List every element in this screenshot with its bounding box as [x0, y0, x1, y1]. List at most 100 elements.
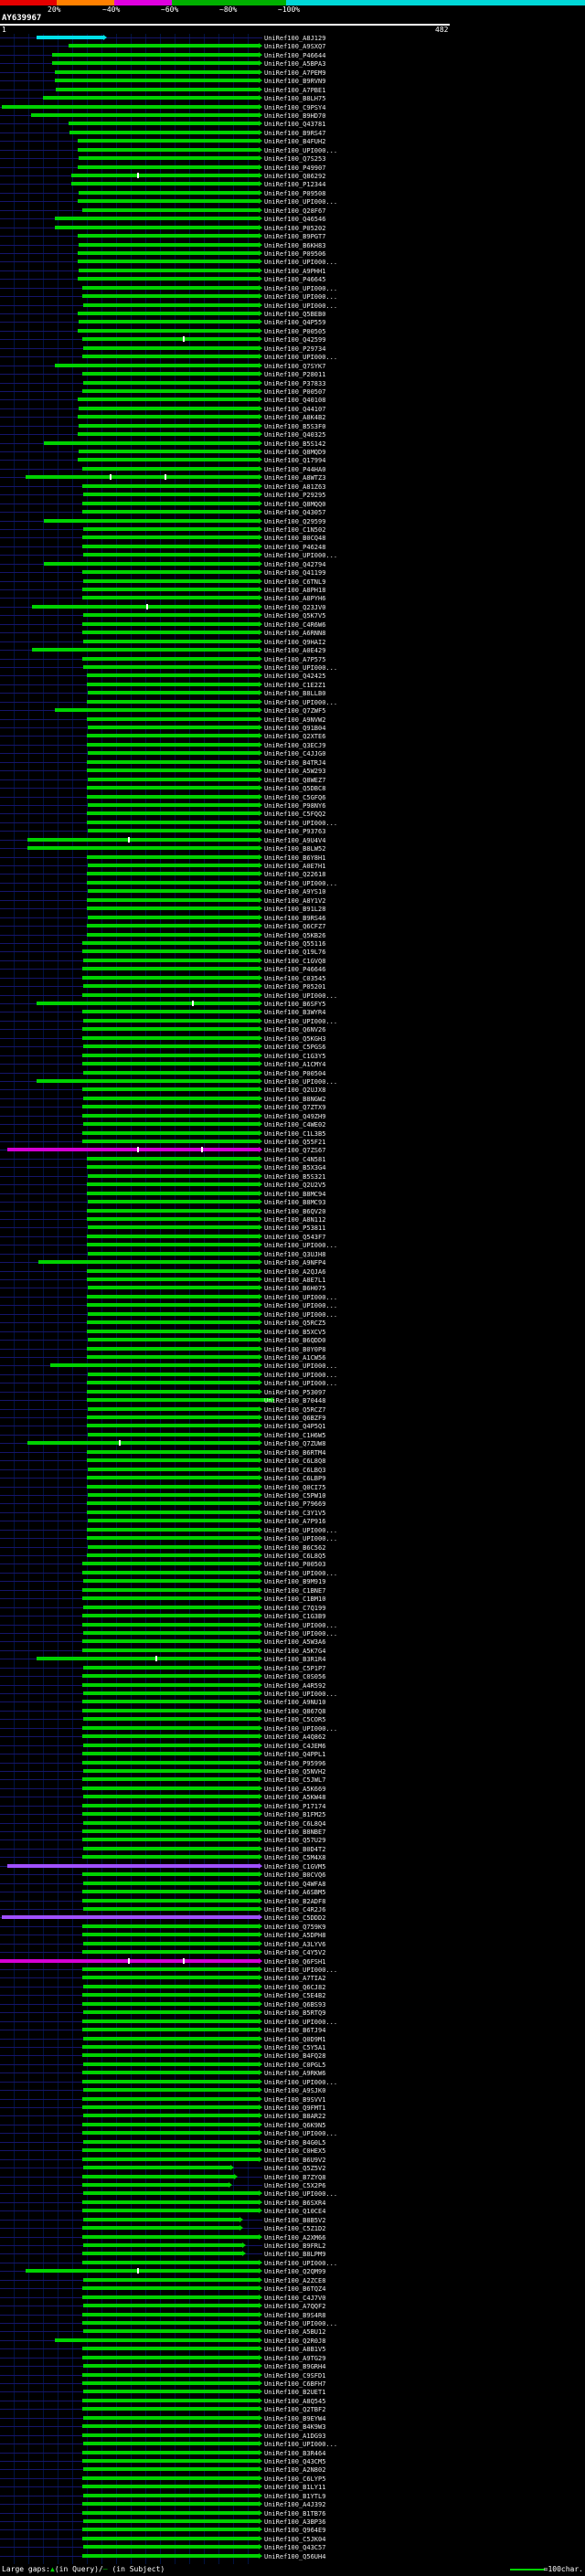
hit-label[interactable]: UniRef100_Q43057 — [264, 509, 326, 517]
hit-label[interactable]: UniRef100_C0PGL5 — [264, 2061, 326, 2069]
alignment-bar[interactable] — [87, 872, 259, 876]
hit-label[interactable]: UniRef100_C5DDD2 — [264, 1914, 326, 1923]
hit-label[interactable]: UniRef100_B6TQZ4 — [264, 2285, 326, 2294]
hit-label[interactable]: UniRef100_UPI000... — [264, 1017, 338, 1025]
alignment-bar[interactable] — [78, 139, 259, 143]
alignment-bar[interactable] — [87, 1234, 259, 1238]
hit-label[interactable]: UniRef100_A4J392 — [264, 2501, 326, 2509]
alignment-bar[interactable] — [82, 588, 259, 591]
hit-label[interactable]: UniRef100_Q964E9 — [264, 2527, 326, 2535]
alignment-bar[interactable] — [78, 328, 259, 333]
hit-label[interactable]: UniRef100_UPI000... — [264, 1569, 338, 1577]
hit-label[interactable]: UniRef100_Q29599 — [264, 517, 326, 525]
hit-label[interactable]: UniRef100_C1L3B5 — [264, 1129, 326, 1138]
hit-label[interactable]: UniRef100_Q2U2V5 — [264, 1182, 326, 1190]
alignment-bar[interactable] — [83, 2036, 259, 2041]
alignment-bar[interactable] — [87, 1501, 259, 1506]
alignment-bar[interactable] — [82, 2019, 259, 2023]
alignment-bar[interactable] — [82, 1062, 259, 1066]
alignment-bar[interactable] — [87, 1484, 259, 1489]
hit-label[interactable]: UniRef100_C1E2Z1 — [264, 681, 326, 689]
hit-label[interactable]: UniRef100_A7P916 — [264, 1518, 326, 1526]
alignment-bar[interactable] — [87, 699, 259, 704]
hit-label[interactable]: UniRef100_C0S056 — [264, 1673, 326, 1681]
alignment-bar[interactable] — [78, 398, 259, 402]
alignment-bar[interactable] — [82, 1105, 259, 1109]
hit-label[interactable]: UniRef100_B7ZYQ8 — [264, 2173, 326, 2181]
hit-label[interactable]: UniRef100_Q6BZF9 — [264, 1415, 326, 1422]
alignment-bar[interactable] — [82, 596, 259, 600]
alignment-bar[interactable] — [82, 967, 259, 971]
alignment-bar[interactable] — [83, 2243, 242, 2247]
alignment-bar[interactable] — [87, 742, 259, 747]
hit-label[interactable]: UniRef100_Q91B04 — [264, 725, 326, 732]
alignment-bar[interactable] — [82, 2028, 259, 2032]
hit-label[interactable]: UniRef100_Q8WEZ7 — [264, 776, 326, 784]
alignment-bar[interactable] — [82, 975, 259, 980]
alignment-bar[interactable] — [83, 2166, 230, 2170]
alignment-bar[interactable] — [7, 1863, 259, 1868]
alignment-bar[interactable] — [82, 570, 259, 575]
alignment-bar[interactable] — [69, 130, 259, 134]
alignment-bar[interactable] — [32, 604, 259, 609]
hit-label[interactable]: UniRef100_B9GRH4 — [264, 2363, 326, 2371]
hit-label[interactable]: UniRef100_P49907 — [264, 164, 326, 172]
hit-label[interactable]: UniRef100_A5W293 — [264, 768, 326, 776]
hit-label[interactable]: UniRef100_C9PSY4 — [264, 103, 326, 111]
alignment-bar[interactable] — [55, 69, 259, 74]
hit-label[interactable]: UniRef100_C1BNE7 — [264, 1586, 326, 1595]
alignment-bar[interactable] — [43, 96, 259, 101]
alignment-bar[interactable] — [83, 2010, 259, 2015]
hit-label[interactable]: UniRef100_B9HD70 — [264, 111, 326, 120]
hit-label[interactable]: UniRef100_B0CQ48 — [264, 535, 326, 543]
hit-label[interactable]: UniRef100_B8NGW2 — [264, 1095, 326, 1103]
alignment-bar[interactable] — [83, 984, 259, 989]
alignment-bar[interactable] — [87, 1294, 259, 1299]
alignment-bar[interactable] — [82, 1700, 259, 1704]
alignment-bar[interactable] — [88, 1467, 259, 1471]
alignment-bar[interactable] — [82, 2001, 259, 2006]
hit-label[interactable]: UniRef100_A2N802 — [264, 2466, 326, 2475]
alignment-bar[interactable] — [82, 1812, 259, 1817]
hit-label[interactable]: UniRef100_Q6CJ82 — [264, 1983, 326, 1991]
alignment-bar[interactable] — [83, 1605, 259, 1609]
hit-label[interactable]: UniRef100_C4JJG0 — [264, 750, 326, 758]
hit-label[interactable]: UniRef100_UPI000... — [264, 698, 338, 706]
hit-label[interactable]: UniRef100_B8AR22 — [264, 2113, 326, 2121]
alignment-bar[interactable] — [82, 2536, 259, 2540]
hit-label[interactable]: UniRef100_A5K7G4 — [264, 1647, 326, 1655]
alignment-bar[interactable] — [87, 1165, 259, 1170]
hit-label[interactable]: UniRef100_Q8MQD9 — [264, 449, 326, 456]
alignment-bar[interactable] — [82, 1725, 259, 1730]
alignment-bar[interactable] — [82, 466, 259, 471]
alignment-bar[interactable] — [82, 1682, 259, 1687]
hit-label[interactable]: UniRef100_B9EYW4 — [264, 2414, 326, 2422]
hit-label[interactable]: UniRef100_Q56UH4 — [264, 2552, 326, 2560]
hit-label[interactable]: UniRef100_C1G3Y5 — [264, 1052, 326, 1060]
hit-label[interactable]: UniRef100_B4K9W3 — [264, 2423, 326, 2432]
hit-label[interactable]: UniRef100_Q2UJX8 — [264, 1087, 326, 1095]
alignment-bar[interactable] — [82, 2450, 259, 2454]
hit-label[interactable]: UniRef100_P46248 — [264, 543, 326, 551]
alignment-bar[interactable] — [82, 1708, 259, 1712]
alignment-bar[interactable] — [82, 1053, 259, 1057]
alignment-bar[interactable] — [82, 2381, 259, 2385]
hit-label[interactable]: UniRef100_Q23JV0 — [264, 603, 326, 611]
hit-label[interactable]: UniRef100_B91L28 — [264, 906, 326, 914]
hit-label[interactable]: UniRef100_C5X2P6 — [264, 2181, 326, 2189]
hit-label[interactable]: UniRef100_B9PGT7 — [264, 233, 326, 241]
alignment-bar[interactable] — [69, 44, 259, 48]
hit-label[interactable]: UniRef100_P53811 — [264, 1224, 326, 1233]
hit-label[interactable]: UniRef100_Q2R0J8 — [264, 2337, 326, 2345]
hit-label[interactable]: UniRef100_Q40108 — [264, 397, 326, 405]
hit-label[interactable]: UniRef100_B8LPM9 — [264, 2251, 326, 2259]
hit-label[interactable]: UniRef100_B9M919 — [264, 1578, 326, 1586]
hit-label[interactable]: UniRef100_B5S3F0 — [264, 422, 326, 430]
alignment-bar[interactable] — [87, 1329, 259, 1333]
alignment-bar[interactable] — [88, 1338, 259, 1342]
alignment-bar[interactable] — [82, 656, 259, 661]
hit-label[interactable]: UniRef100_Q55116 — [264, 939, 326, 948]
alignment-bar[interactable] — [82, 2053, 259, 2058]
alignment-bar[interactable] — [87, 906, 259, 911]
hit-label[interactable]: UniRef100_UPI000... — [264, 991, 338, 1000]
